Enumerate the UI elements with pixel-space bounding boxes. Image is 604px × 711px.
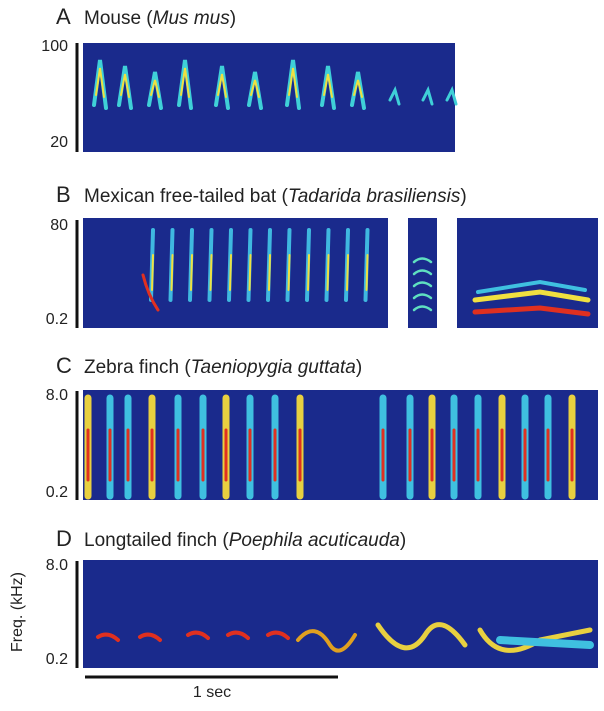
title-suffix: )	[230, 8, 236, 29]
title-suffix: )	[460, 186, 466, 207]
spectrogram	[83, 43, 455, 152]
title-prefix: Longtailed finch (	[84, 530, 229, 551]
panel-letter: D	[56, 526, 72, 551]
spectrogram	[83, 390, 598, 500]
trace	[365, 254, 369, 291]
trace	[476, 279, 587, 294]
trace	[209, 254, 213, 291]
panel-letter: A	[56, 4, 71, 29]
y-bottom-label: 0.2	[46, 484, 68, 501]
trace	[412, 257, 433, 264]
trace	[346, 254, 349, 291]
y-top-label: 80	[50, 217, 68, 234]
trace	[266, 630, 290, 640]
panel-letter: C	[56, 353, 72, 378]
y-bottom-label: 0.2	[46, 651, 68, 668]
title-prefix: Mouse (	[84, 8, 153, 29]
trace	[323, 73, 333, 98]
trace	[287, 254, 291, 291]
trace	[170, 254, 174, 291]
trace	[217, 73, 227, 98]
trace	[138, 632, 162, 642]
trace	[412, 305, 433, 312]
trace	[268, 254, 271, 291]
species: Tadarida brasiliensis	[288, 186, 461, 207]
trace	[288, 67, 298, 98]
panel-letter: B	[56, 182, 71, 207]
trace	[226, 630, 250, 640]
trace	[141, 273, 160, 312]
trace	[472, 305, 591, 317]
y-bottom-label: 0.2	[46, 311, 68, 328]
trace	[445, 85, 458, 106]
trace	[412, 269, 433, 276]
title-prefix: Zebra finch (	[84, 357, 191, 378]
y-top-label: 8.0	[46, 557, 68, 574]
y-bottom-label: 20	[50, 134, 68, 151]
trace	[326, 254, 330, 291]
title-suffix: )	[400, 530, 406, 551]
spectrogram	[408, 218, 437, 328]
trace	[388, 85, 401, 106]
trace	[496, 636, 594, 649]
species: Mus mus	[153, 8, 231, 29]
trace	[412, 293, 433, 300]
y-top-label: 100	[41, 38, 68, 55]
y-axis-label: Freq. (kHz)	[9, 572, 26, 652]
trace	[248, 254, 252, 291]
species: Poephila acuticauda	[229, 530, 400, 551]
scale-bar-label: 1 sec	[193, 684, 231, 701]
spectrogram	[83, 218, 388, 328]
trace	[412, 281, 433, 288]
title-suffix: )	[356, 357, 362, 378]
panel-title: Mexican free-tailed bat (Tadarida brasil…	[84, 186, 467, 207]
trace	[375, 622, 468, 651]
trace	[150, 79, 160, 98]
y-top-label: 8.0	[46, 387, 68, 404]
trace	[307, 254, 310, 291]
trace	[472, 289, 591, 303]
trace	[120, 73, 130, 98]
trace	[296, 629, 357, 653]
trace	[229, 254, 232, 291]
panel-title: Zebra finch (Taeniopygia guttata)	[84, 357, 362, 378]
trace	[186, 630, 210, 640]
trace	[96, 632, 120, 642]
trace	[353, 79, 363, 98]
trace	[180, 67, 190, 98]
panel-title: Longtailed finch (Poephila acuticauda)	[84, 530, 406, 551]
trace	[421, 85, 434, 106]
trace	[190, 254, 193, 291]
trace	[95, 67, 105, 98]
title-prefix: Mexican free-tailed bat (	[84, 186, 288, 207]
trace	[250, 79, 260, 98]
panel-title: Mouse (Mus mus)	[84, 8, 236, 29]
spectrogram-traces	[84, 59, 594, 653]
trace	[151, 254, 154, 291]
species: Taeniopygia guttata	[191, 357, 356, 378]
